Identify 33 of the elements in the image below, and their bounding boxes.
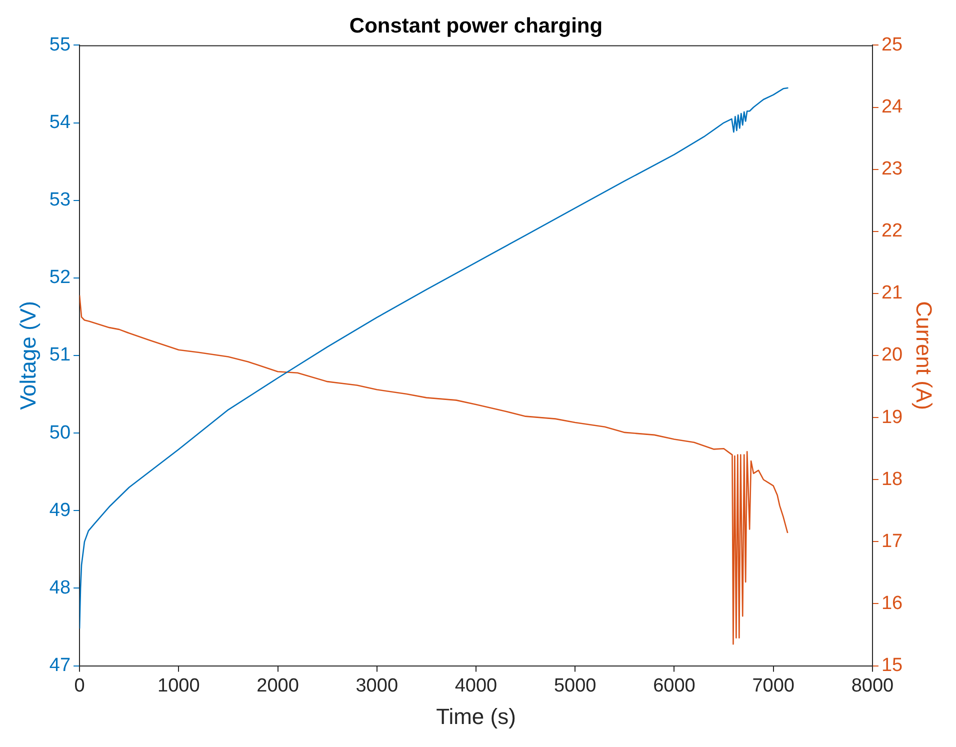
x-axis-title: Time (s): [436, 704, 516, 729]
y-tick-label: 48: [49, 577, 71, 598]
y2-tick-label: 18: [881, 468, 903, 490]
y2-tick-label: 17: [881, 530, 903, 552]
x-tick-label: 0: [74, 675, 85, 696]
y-tick-label: 50: [49, 422, 71, 444]
x-tick-label: 4000: [454, 675, 498, 696]
x-tick-label: 1000: [158, 675, 200, 696]
x-tick-label: 5000: [554, 675, 596, 696]
y-tick-label: 54: [49, 112, 71, 134]
y-tick-label: 53: [49, 190, 71, 211]
y-tick-label: 52: [49, 267, 71, 288]
y2-tick-label: 16: [881, 592, 903, 614]
y2-tick-label: 25: [881, 34, 903, 56]
y2-tick-label: 15: [881, 655, 903, 676]
y2-tick-label: 20: [881, 344, 903, 366]
y2-tick-label: 21: [881, 282, 903, 304]
y2-tick-label: 23: [881, 158, 903, 180]
y-tick-label: 49: [49, 500, 71, 521]
x-tick-label: 6000: [653, 675, 696, 696]
y2-tick-label: 19: [881, 406, 903, 428]
chart-title: Constant power charging: [349, 14, 603, 38]
y2-tick-label: 24: [881, 96, 904, 118]
x-tick-label: 3000: [356, 675, 398, 696]
x-tick-label: 7000: [752, 675, 794, 696]
y-tick-label: 51: [49, 344, 71, 366]
x-tick-label: 2000: [256, 675, 299, 696]
y-axis-title: Voltage (V): [15, 301, 40, 410]
y2-axis-title: Current (A): [912, 301, 937, 410]
y-tick-label: 47: [49, 655, 71, 676]
y-tick-label: 55: [49, 34, 71, 56]
y2-tick-label: 22: [881, 220, 903, 242]
x-tick-label: 8000: [851, 675, 894, 696]
